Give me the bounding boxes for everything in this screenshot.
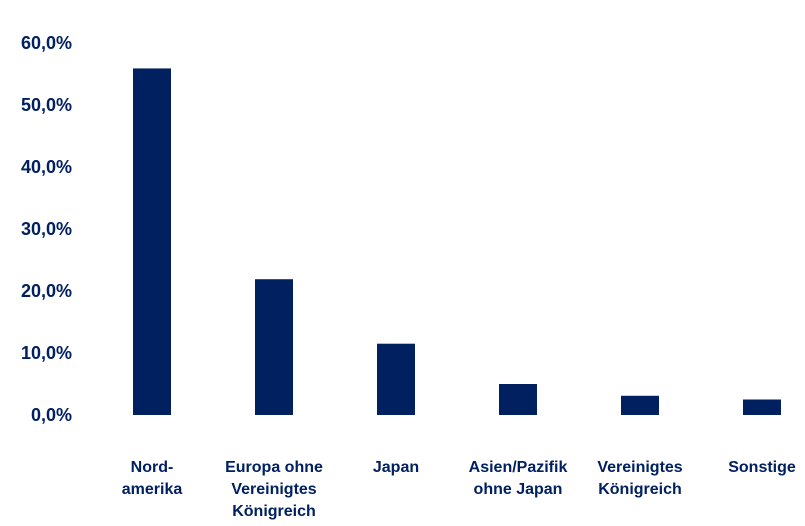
- bar: [499, 384, 537, 415]
- bars: [133, 68, 781, 416]
- x-category-label: Europa ohne Vereinigtes Königreich: [225, 459, 323, 520]
- bar: [621, 395, 659, 415]
- y-axis-ticks: 0,0% 10,0% 20,0% 30,0% 40,0% 50,0% 60,0%: [21, 33, 72, 425]
- x-category-label: Japan: [373, 459, 419, 476]
- bar: [133, 68, 171, 416]
- x-axis-categories: Nord-amerika Europa ohne Vereinigtes Königr…: [122, 459, 796, 520]
- x-category-label: Vereinigtes Königreich: [597, 459, 682, 498]
- x-category-label: Nord-amerika: [122, 459, 183, 498]
- y-tick-label: 0,0%: [31, 405, 72, 425]
- y-tick-label: 20,0%: [21, 281, 72, 301]
- y-tick-label: 50,0%: [21, 95, 72, 115]
- y-tick-label: 40,0%: [21, 157, 72, 177]
- y-tick-label: 30,0%: [21, 219, 72, 239]
- y-tick-label: 60,0%: [21, 33, 72, 53]
- bar: [743, 399, 781, 415]
- x-category-label: Sonstige: [728, 459, 796, 476]
- bar: [377, 343, 415, 415]
- bar: [255, 279, 293, 415]
- x-category-label: Asien/Pazifik ohne Japan: [469, 459, 568, 498]
- y-tick-label: 10,0%: [21, 343, 72, 363]
